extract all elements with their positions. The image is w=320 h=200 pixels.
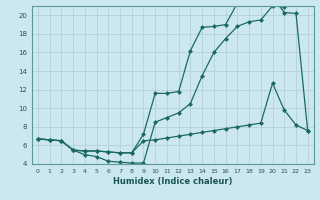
X-axis label: Humidex (Indice chaleur): Humidex (Indice chaleur) bbox=[113, 177, 233, 186]
